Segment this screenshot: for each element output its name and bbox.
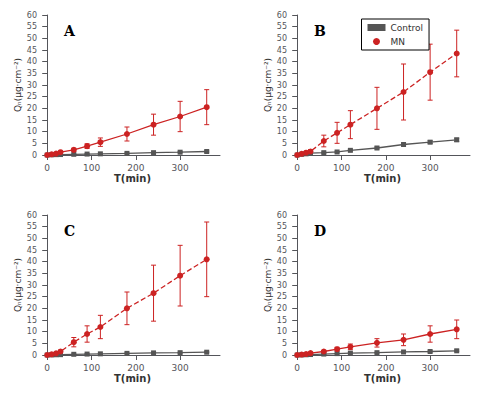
svg-text:300: 300 <box>422 363 439 373</box>
svg-text:Qₙ(μg·cm⁻²): Qₙ(μg·cm⁻²) <box>13 58 23 112</box>
svg-text:45: 45 <box>27 46 37 55</box>
svg-text:5: 5 <box>32 339 37 348</box>
svg-text:300: 300 <box>172 363 189 373</box>
svg-text:200: 200 <box>377 363 394 373</box>
svg-text:100: 100 <box>83 163 100 173</box>
svg-text:30: 30 <box>27 81 37 90</box>
svg-text:40: 40 <box>277 257 287 266</box>
svg-text:55: 55 <box>277 222 287 231</box>
svg-text:60: 60 <box>27 211 37 220</box>
svg-text:0: 0 <box>282 351 287 360</box>
svg-text:50: 50 <box>277 34 287 43</box>
svg-text:35: 35 <box>277 69 287 78</box>
svg-text:0: 0 <box>44 363 50 373</box>
svg-text:20: 20 <box>277 104 287 113</box>
svg-text:20: 20 <box>277 304 287 313</box>
svg-text:5: 5 <box>282 339 287 348</box>
svg-text:T(min): T(min) <box>364 173 401 184</box>
svg-text:A: A <box>63 23 76 39</box>
svg-text:15: 15 <box>27 316 37 325</box>
svg-text:35: 35 <box>27 269 37 278</box>
svg-text:30: 30 <box>277 281 287 290</box>
svg-text:100: 100 <box>83 363 100 373</box>
svg-text:300: 300 <box>172 163 189 173</box>
svg-text:0: 0 <box>44 163 50 173</box>
svg-text:40: 40 <box>277 57 287 66</box>
svg-text:200: 200 <box>377 163 394 173</box>
svg-text:20: 20 <box>27 304 37 313</box>
svg-text:B: B <box>314 23 326 39</box>
svg-text:25: 25 <box>277 92 287 101</box>
svg-text:40: 40 <box>27 257 37 266</box>
svg-text:15: 15 <box>27 116 37 125</box>
svg-text:MN: MN <box>391 37 406 47</box>
svg-text:40: 40 <box>27 57 37 66</box>
svg-text:50: 50 <box>27 234 37 243</box>
svg-text:Qₙ(μg·cm⁻²): Qₙ(μg·cm⁻²) <box>263 258 273 312</box>
svg-text:10: 10 <box>27 127 37 136</box>
svg-text:60: 60 <box>277 11 287 20</box>
svg-text:200: 200 <box>127 163 144 173</box>
svg-text:55: 55 <box>27 222 37 231</box>
svg-text:100: 100 <box>333 363 350 373</box>
svg-text:45: 45 <box>277 46 287 55</box>
svg-text:45: 45 <box>277 246 287 255</box>
svg-text:0: 0 <box>294 163 300 173</box>
svg-text:60: 60 <box>27 11 37 20</box>
svg-text:T(min): T(min) <box>114 373 151 384</box>
svg-text:35: 35 <box>27 69 37 78</box>
svg-text:0: 0 <box>294 363 300 373</box>
svg-text:50: 50 <box>277 234 287 243</box>
svg-text:5: 5 <box>32 139 37 148</box>
svg-text:15: 15 <box>277 316 287 325</box>
svg-text:300: 300 <box>422 163 439 173</box>
svg-text:T(min): T(min) <box>364 373 401 384</box>
svg-text:D: D <box>314 223 326 239</box>
svg-text:35: 35 <box>277 269 287 278</box>
svg-text:50: 50 <box>27 34 37 43</box>
svg-text:0: 0 <box>32 151 37 160</box>
svg-text:C: C <box>64 223 75 239</box>
svg-text:0: 0 <box>282 151 287 160</box>
svg-text:Qₙ(μg·cm⁻²): Qₙ(μg·cm⁻²) <box>13 258 23 312</box>
svg-text:30: 30 <box>27 281 37 290</box>
svg-text:25: 25 <box>27 92 37 101</box>
svg-text:5: 5 <box>282 139 287 148</box>
svg-text:10: 10 <box>27 327 37 336</box>
svg-text:20: 20 <box>27 104 37 113</box>
svg-text:T(min): T(min) <box>114 173 151 184</box>
svg-text:25: 25 <box>27 292 37 301</box>
svg-text:10: 10 <box>277 127 287 136</box>
svg-text:30: 30 <box>277 81 287 90</box>
svg-text:100: 100 <box>333 163 350 173</box>
svg-text:60: 60 <box>277 211 287 220</box>
svg-text:45: 45 <box>27 246 37 255</box>
svg-text:55: 55 <box>277 22 287 31</box>
svg-text:Qₙ(μg·cm⁻²): Qₙ(μg·cm⁻²) <box>263 58 273 112</box>
svg-text:200: 200 <box>127 363 144 373</box>
svg-text:55: 55 <box>27 22 37 31</box>
svg-text:Control: Control <box>391 23 424 33</box>
svg-text:0: 0 <box>32 351 37 360</box>
svg-text:15: 15 <box>277 116 287 125</box>
svg-text:25: 25 <box>277 292 287 301</box>
svg-text:10: 10 <box>277 327 287 336</box>
